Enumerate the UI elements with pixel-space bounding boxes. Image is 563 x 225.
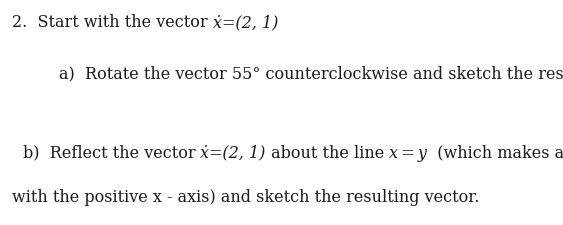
Text: ẋ=(2, 1): ẋ=(2, 1) <box>213 14 279 31</box>
Text: a)  Rotate the vector 55° counterclockwise and sketch the resulting vector: a) Rotate the vector 55° counterclockwis… <box>59 66 563 83</box>
Text: b)  Reflect the vector: b) Reflect the vector <box>23 144 200 162</box>
Text: 2.  Start with the vector: 2. Start with the vector <box>12 14 213 31</box>
Text: with the positive x - axis) and sketch the resulting vector.: with the positive x - axis) and sketch t… <box>12 189 480 207</box>
Text: about the line: about the line <box>266 144 389 162</box>
Text: ẋ=(2, 1): ẋ=(2, 1) <box>200 144 266 162</box>
Text: x = y: x = y <box>389 144 427 162</box>
Text: (which makes an angle of 45°: (which makes an angle of 45° <box>427 144 563 162</box>
